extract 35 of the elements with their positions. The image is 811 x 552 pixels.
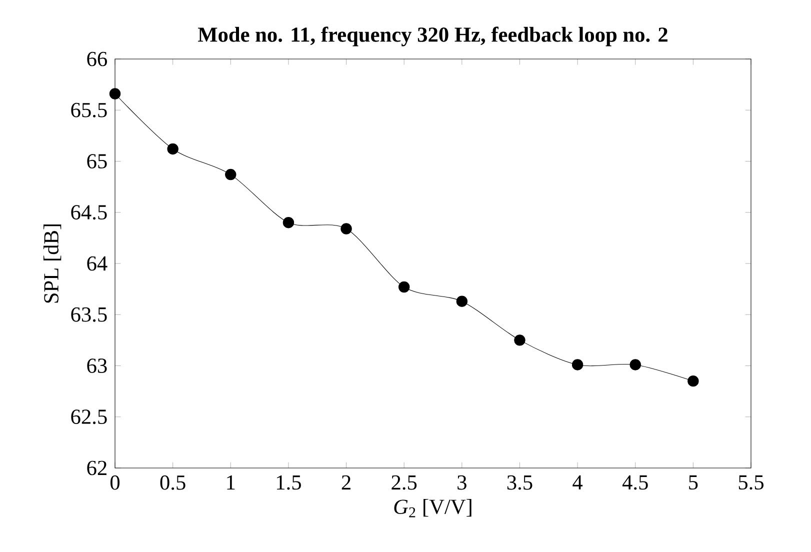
point [398, 281, 410, 293]
x-tick-label: 2.5 [392, 475, 417, 490]
y-axis-title: SPL [dB] [43, 224, 62, 303]
y-tick-label: 66 [87, 52, 107, 66]
x-tick-label: 4.5 [622, 475, 648, 490]
x-tick-label: 4 [572, 475, 583, 490]
x-tick-label: 1 [227, 475, 235, 490]
point [630, 359, 641, 370]
y-tick-label: 62.5 [71, 410, 107, 424]
y-tick-label: 62 [87, 460, 106, 476]
y-tick-label: 64 [87, 256, 108, 271]
x-tick-label: 0.5 [160, 475, 186, 490]
point [572, 359, 584, 370]
chart-title: Mode no. 11, frequency 320 Hz, feedback loop no. 2 [198, 26, 668, 46]
x-tick-label: 3 [458, 475, 466, 490]
point [456, 296, 468, 307]
x-tick-label: 3.5 [507, 475, 532, 490]
x-tick-label: 1.5 [277, 475, 301, 490]
y-tick-label: 63.5 [71, 307, 107, 322]
point [282, 216, 294, 228]
point [514, 334, 526, 346]
x-tick-label: 2 [342, 475, 350, 490]
point [688, 375, 699, 387]
point [225, 168, 236, 180]
x-tick-label: 5.5 [738, 475, 764, 490]
x-axis-title: G$_{2}$ [V/V] [394, 499, 472, 518]
y-tick-label: 65.5 [71, 102, 107, 118]
point [167, 143, 178, 155]
y-tick-label: 65 [87, 154, 107, 168]
point [109, 88, 121, 100]
x-tick-label: 0 [110, 475, 120, 490]
y-tick-label: 63 [87, 358, 107, 373]
y-tick-label: 64.5 [71, 205, 107, 220]
x-tick-label: 5 [689, 475, 698, 490]
point [340, 223, 352, 234]
